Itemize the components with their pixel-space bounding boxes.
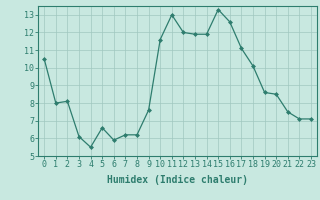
X-axis label: Humidex (Indice chaleur): Humidex (Indice chaleur)	[107, 175, 248, 185]
